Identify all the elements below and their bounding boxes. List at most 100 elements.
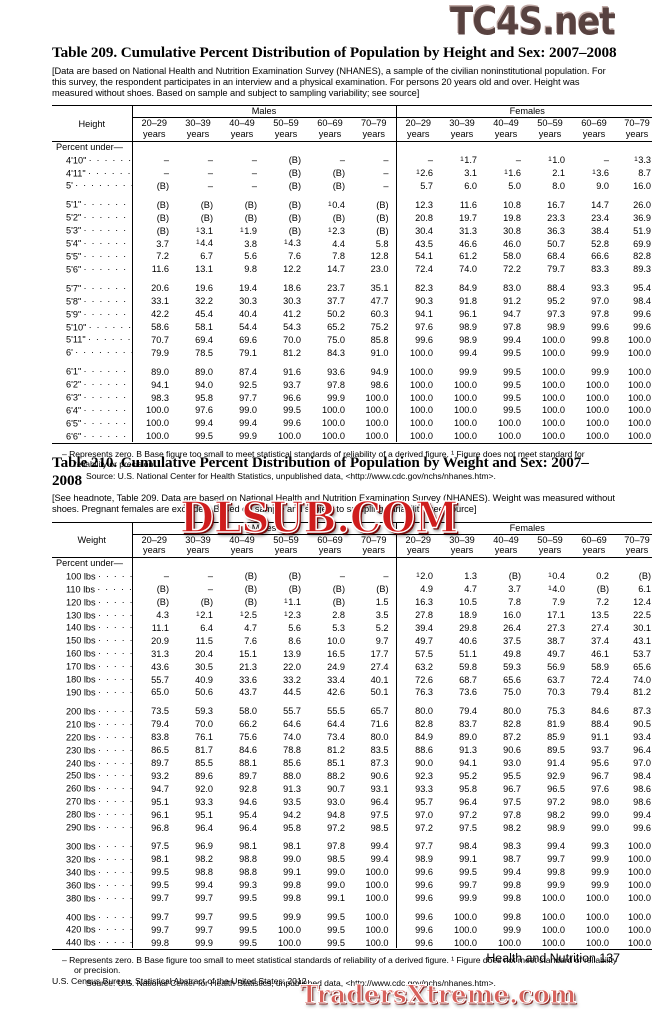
leader-dots: . . . . . . . . . . . . . . . . xyxy=(98,742,132,753)
data-cell: 73.6 xyxy=(459,687,478,698)
table-row: 140 lbs . . . . . . . . . . . . . . . .1… xyxy=(52,620,652,634)
row-label: 230 lbs . . . . . . . . . . . . . . . . xyxy=(52,743,132,756)
data-cell: 51.9 xyxy=(633,225,652,236)
data-cell: 100.0 xyxy=(395,345,441,359)
data-cell: 91.0 xyxy=(370,347,389,358)
colhead-m-30-39: 30–39 years xyxy=(185,534,211,555)
data-cell: 5.2 xyxy=(375,622,389,633)
data-cell: 100.0 xyxy=(365,893,389,904)
data-cell: 10.4 xyxy=(328,199,345,210)
leader-dots: . . . . . . . . . . . . . . . . xyxy=(98,877,132,888)
data-cell: 99.3 xyxy=(239,880,257,891)
data-cell: 84.9 xyxy=(459,283,478,294)
data-cell: 100.0 xyxy=(131,402,176,416)
data-cell: – xyxy=(251,168,257,179)
data-cell: 11.7 xyxy=(460,155,478,166)
data-cell: 100.0 xyxy=(542,893,566,904)
data-cell: 87.3 xyxy=(370,758,389,768)
data-cell: 91.8 xyxy=(459,296,478,307)
data-cell: 74.0 xyxy=(459,264,478,275)
data-cell: 96.4 xyxy=(370,796,389,807)
data-cell: 100.0 xyxy=(454,379,478,390)
data-cell: 66.6 xyxy=(591,251,610,262)
data-cell: 100.0 xyxy=(395,390,441,403)
data-cell: 22.5 xyxy=(633,610,652,621)
data-cell: 91.3 xyxy=(283,783,301,794)
data-cell: 95.8 xyxy=(283,822,301,833)
data-cell: 99.9 xyxy=(591,347,610,358)
data-cell: 99.5 xyxy=(327,924,345,935)
data-cell: (B) xyxy=(244,571,257,582)
leader-dots: . . . . . . . . . . . . . . . . xyxy=(88,332,132,343)
leader-dots: . . . . . . . . . . . . . . . . xyxy=(98,633,132,644)
leader-dots: . . . . . . . . . . . . . . . . xyxy=(83,210,132,221)
data-cell: 4.3 xyxy=(131,607,176,621)
section-label-percent-under: Percent under— xyxy=(52,141,132,153)
watermark-tc4s: TC4S.net xyxy=(450,0,616,45)
data-cell: 79.9 xyxy=(131,345,176,359)
data-cell: 100.0 xyxy=(322,418,345,429)
data-cell: 99.6 xyxy=(395,877,441,891)
data-cell: 26.0 xyxy=(633,199,652,210)
data-cell: 87.2 xyxy=(503,732,522,743)
data-cell: 99.6 xyxy=(591,321,610,332)
data-cell: 100.0 xyxy=(365,880,389,891)
leader-dots: . . . . . . . . . . . . . . . . xyxy=(98,607,132,618)
data-cell: 17.7 xyxy=(370,648,389,659)
table-row: 110 lbs . . . . . . . . . . . . . . . .(… xyxy=(52,581,652,595)
data-cell: 30.5 xyxy=(195,661,213,672)
data-cell: 95.1 xyxy=(195,809,213,820)
data-cell: 54.3 xyxy=(283,321,301,332)
data-cell: 97.2 xyxy=(459,809,478,820)
table-row: 6'1" . . . . . . . . . . . . . . . .89.0… xyxy=(52,364,652,378)
leader-dots: . . . . . . . . . . . . . . . . xyxy=(98,755,132,766)
data-cell: 95.8 xyxy=(195,392,213,403)
data-cell: – xyxy=(339,571,345,582)
data-cell: 100.0 xyxy=(586,924,610,935)
data-cell: 97.2 xyxy=(395,820,441,833)
table-row: 400 lbs . . . . . . . . . . . . . . . .9… xyxy=(52,909,652,923)
page-footer-left: U.S. Census Bureau, Statistical Abstract… xyxy=(52,976,307,986)
data-cell: – xyxy=(251,180,257,191)
data-cell: (B) xyxy=(376,212,389,223)
data-cell: 100.0 xyxy=(365,911,389,922)
data-cell: 94.1 xyxy=(131,377,176,391)
group-header-females: Females xyxy=(395,105,652,119)
table-row: 200 lbs . . . . . . . . . . . . . . . .7… xyxy=(52,703,652,717)
data-cell: 96.4 xyxy=(195,822,213,833)
data-cell: 97.8 xyxy=(503,809,522,820)
leader-dots: . . . . . . . . . . . . . . . . xyxy=(88,152,132,163)
data-cell: 12.3 xyxy=(284,610,301,621)
data-cell: (B) xyxy=(332,597,345,608)
data-cell: 79.4 xyxy=(459,706,478,717)
data-cell: 40.4 xyxy=(239,309,257,320)
data-cell: 43.5 xyxy=(395,236,441,249)
data-cell: 84.6 xyxy=(591,706,610,717)
data-cell: 37.7 xyxy=(327,296,345,307)
data-cell: 99.8 xyxy=(283,893,301,904)
data-cell: 99.7 xyxy=(131,909,176,923)
leader-dots: . . . . . . . . . . . . . . . . xyxy=(83,236,132,247)
data-cell: 100.0 xyxy=(586,405,610,416)
data-cell: 19.8 xyxy=(503,212,522,223)
data-cell: 19.6 xyxy=(195,283,213,294)
data-cell: 12.4 xyxy=(633,597,652,608)
data-cell: 100.0 xyxy=(586,893,610,904)
colhead-f-40-49: 40–49 years xyxy=(493,118,519,139)
data-cell: 83.3 xyxy=(591,264,610,275)
data-cell: 98.4 xyxy=(633,770,652,781)
data-cell: 82.8 xyxy=(395,716,441,730)
data-cell: 83.8 xyxy=(131,729,176,743)
data-cell: – xyxy=(395,152,441,166)
data-cell: 100.0 xyxy=(395,415,441,429)
colhead-f-70-79: 70–79 years xyxy=(624,118,650,139)
data-cell: 100.0 xyxy=(395,402,441,416)
data-cell: 1.5 xyxy=(375,597,389,608)
data-cell: 99.5 xyxy=(283,405,301,416)
data-cell: (B) xyxy=(131,210,176,224)
colhead-m-60-69: 60–69 years xyxy=(317,118,343,139)
data-cell: (B) xyxy=(376,225,389,236)
table-row: 6'5" . . . . . . . . . . . . . . . .100.… xyxy=(52,415,652,429)
data-cell: (B) xyxy=(131,594,176,608)
table-row: 260 lbs . . . . . . . . . . . . . . . .9… xyxy=(52,781,652,795)
